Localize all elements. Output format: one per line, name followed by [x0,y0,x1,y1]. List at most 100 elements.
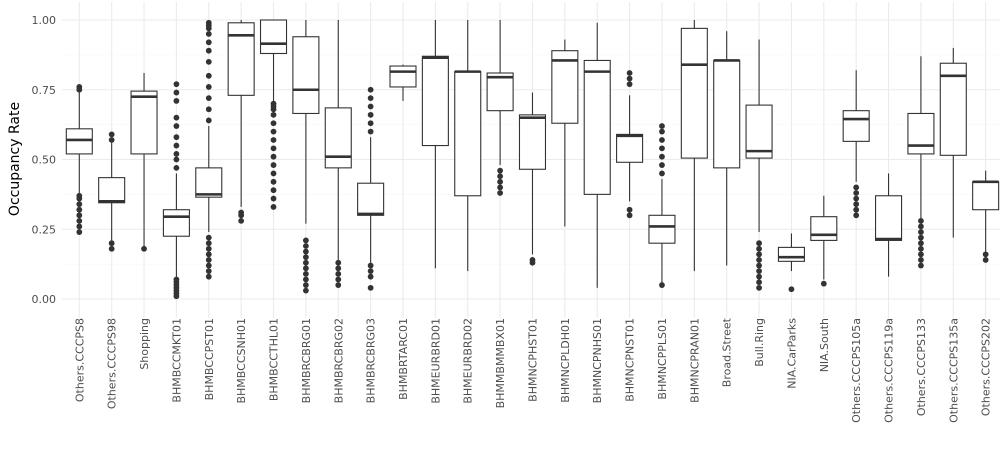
box-others-cccps135a [939,47,967,238]
box-bhmbrtarc01 [389,64,417,101]
outlier-point [788,286,795,293]
outlier-point [626,70,633,76]
outlier-point [497,190,504,196]
outlier-point [205,268,212,274]
outlier-point [756,257,762,263]
outlier-point [270,153,277,160]
outlier-point [205,251,212,258]
outlier-point [76,206,83,213]
outlier-point [270,204,277,210]
outlier-point [918,223,924,230]
outlier-point [756,245,762,252]
outlier-point [76,229,83,235]
y-tick-label: 0.50 [32,154,57,167]
iqr-box [65,128,93,155]
outlier-point [173,134,180,141]
outlier-point [497,178,504,185]
outlier-point [302,254,309,261]
outlier-point [205,19,212,26]
x-tick-label: Bull.Ring [753,318,766,367]
iqr-box [648,214,676,244]
outlier-point [173,123,180,129]
outlier-point [76,201,83,208]
outlier-point [853,190,860,196]
iqr-box [713,59,741,169]
x-tick-label: BHMNCPPLS01 [656,318,669,400]
x-tick-label: Others.CCCPS133 [915,318,928,416]
outlier-point [141,245,147,252]
x-tick-label: BHMBRCBRG03 [365,318,378,403]
x-tick-label: Others.CCCPS119a [883,318,896,423]
outlier-point [173,156,180,163]
outlier-point [205,58,212,65]
outlier-point [918,262,924,269]
outlier-point [982,257,989,263]
outlier-point [918,245,924,252]
outlier-point [205,245,212,252]
outlier-point [76,217,83,224]
outlier-point [108,131,115,138]
outlier-point [270,128,277,135]
outlier-point [205,47,212,54]
outlier-point [367,262,374,269]
outlier-point [659,128,665,135]
iqr-box [907,112,935,155]
iqr-box [195,167,223,198]
outlier-point [335,276,342,283]
outlier-point [335,282,342,288]
y-axis-title: Occupancy Rate [7,102,23,216]
outlier-point [108,245,115,252]
outlier-point [270,195,277,202]
x-tick-label: Broad.Street [721,317,734,387]
outlier-point [853,201,860,208]
outlier-point [756,279,762,286]
box-others-cccps133 [907,56,935,269]
outlier-point [302,237,309,244]
outlier-point [302,270,309,277]
x-tick-label: BHMMBMMBX01 [494,318,507,408]
outlier-point [659,282,665,288]
outlier-point [205,106,212,113]
box-nia-south [810,195,838,287]
iqr-box [227,22,255,96]
outlier-point [367,111,374,118]
outlier-point [367,273,374,280]
box-bhmmbmmbx01 [486,20,514,196]
outlier-point [367,284,374,291]
outlier-point [367,120,374,127]
outlier-point [205,95,212,102]
outlier-point [335,259,342,266]
iqr-box [486,72,514,112]
outlier-point [173,89,180,96]
iqr-box [551,50,579,124]
box-bhmbccsnh01 [227,20,255,224]
outlier-point [756,268,762,274]
box-bhmncpran01 [680,20,708,272]
outlier-point [302,243,309,249]
iqr-box [583,59,611,195]
iqr-box [130,90,158,155]
iqr-box [777,246,805,262]
y-tick-label: 0.75 [32,84,57,97]
outlier-point [820,280,827,287]
box-others-cccps98 [98,131,126,252]
outlier-point [918,229,924,235]
box-bhmbrcbrg03 [357,86,385,291]
x-tick-label: BHMNCPNST01 [624,318,637,402]
outlier-point [238,217,245,224]
outlier-point [270,100,277,107]
outlier-point [918,251,924,258]
iqr-box [292,36,320,115]
outlier-point [756,273,762,280]
outlier-point [367,268,374,274]
box-shopping [130,73,158,252]
outlier-point [173,151,180,157]
x-tick-label: BHMBCCTHL01 [268,318,281,401]
box-bhmbrcbrg02 [324,20,352,288]
iqr-box [324,107,352,169]
box-bhmbccthl01 [259,19,288,210]
outlier-point [756,240,762,247]
box-bhmbccmkt01 [162,81,190,300]
box-bhmncppls01 [648,123,676,288]
box-nia-carparks [777,233,805,293]
